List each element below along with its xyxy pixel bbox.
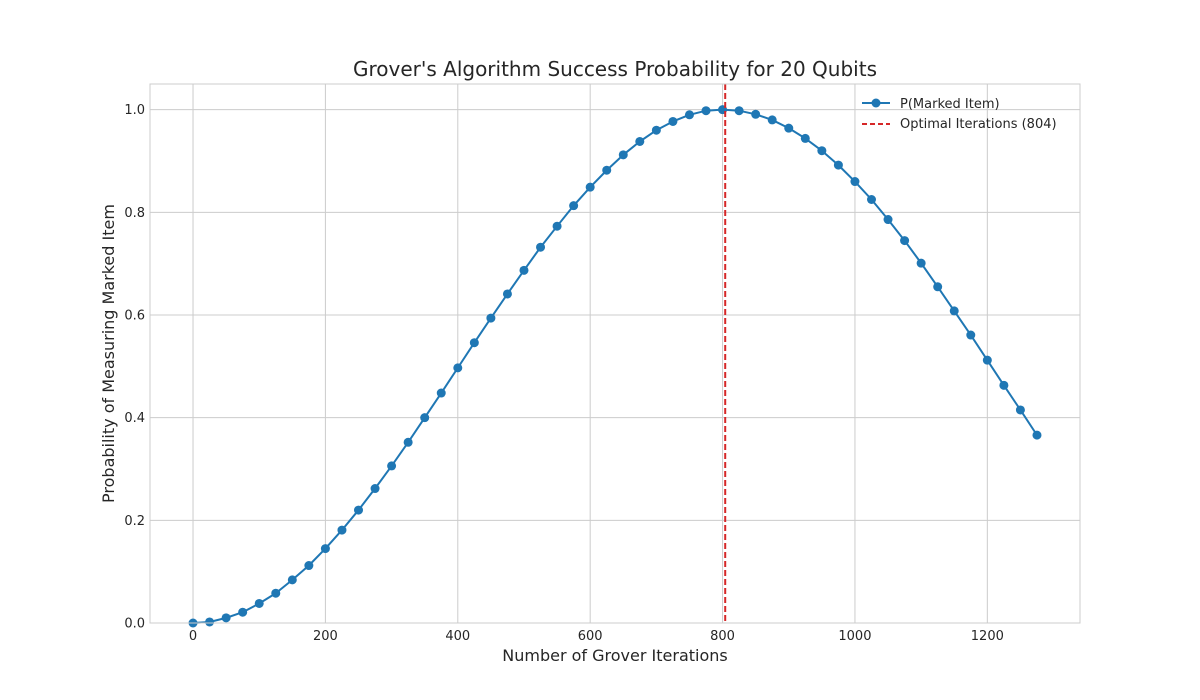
legend: P(Marked Item) Optimal Iterations (804)	[862, 97, 1057, 132]
data-point	[883, 215, 893, 225]
data-point	[618, 150, 628, 160]
data-point	[999, 380, 1009, 390]
y-tick-label: 1.0	[124, 103, 145, 118]
data-point	[668, 116, 678, 126]
data-point	[238, 607, 248, 617]
data-point	[420, 413, 430, 423]
legend-marker-series	[871, 98, 881, 108]
data-point	[569, 201, 579, 211]
data-point	[403, 437, 413, 447]
x-tick-label: 1000	[838, 629, 871, 644]
x-tick-label: 400	[445, 629, 470, 644]
data-point	[354, 505, 364, 515]
data-point	[304, 561, 314, 571]
legend-label-optimal: Optimal Iterations (804)	[900, 117, 1057, 132]
data-point	[585, 182, 595, 192]
data-point	[221, 613, 231, 623]
data-point	[800, 133, 810, 143]
data-point	[850, 177, 860, 187]
x-tick-label: 200	[313, 629, 338, 644]
data-point	[552, 221, 562, 231]
data-point	[436, 388, 446, 398]
data-point	[684, 110, 694, 120]
data-point	[734, 106, 744, 116]
series-line	[192, 108, 1038, 624]
y-tick-label: 0.0	[124, 617, 145, 632]
data-point	[817, 146, 827, 156]
data-point	[933, 282, 943, 292]
data-point	[1015, 405, 1025, 415]
data-point	[254, 598, 264, 608]
legend-label-series: P(Marked Item)	[900, 97, 1000, 112]
data-point	[651, 125, 661, 135]
data-point	[701, 106, 711, 116]
data-point	[387, 461, 397, 471]
data-point	[966, 330, 976, 340]
data-point	[320, 544, 330, 554]
x-tick-label: 800	[710, 629, 735, 644]
y-tick-label: 0.6	[124, 309, 145, 324]
data-point	[949, 306, 959, 316]
x-tick-label: 0	[189, 629, 197, 644]
data-point	[866, 195, 876, 204]
data-point	[635, 136, 645, 146]
data-point	[982, 355, 992, 365]
grid	[150, 84, 1080, 624]
data-point	[271, 588, 281, 598]
data-point	[337, 525, 347, 535]
chart-title: Grover's Algorithm Success Probability f…	[353, 57, 877, 81]
y-tick-label: 0.2	[124, 514, 145, 529]
data-point	[536, 242, 546, 252]
data-point	[784, 123, 794, 133]
data-point	[519, 265, 529, 275]
x-axis-label: Number of Grover Iterations	[502, 646, 727, 665]
tick-labels: 0 200 400 600 800 1000 1200 0.0 0.2 0.4 0.6 0.8 1.0	[124, 103, 1004, 644]
plot-area	[188, 84, 1042, 628]
data-point	[1032, 430, 1042, 440]
data-point	[453, 363, 463, 373]
x-tick-label: 600	[578, 629, 603, 644]
data-point	[287, 575, 297, 585]
data-point	[502, 289, 512, 299]
data-point	[767, 115, 777, 125]
y-tick-label: 0.8	[124, 206, 145, 221]
y-tick-label: 0.4	[124, 411, 145, 426]
x-tick-label: 1200	[971, 629, 1004, 644]
data-point	[370, 484, 380, 494]
data-point	[751, 109, 761, 119]
plot-frame	[149, 83, 1081, 624]
y-axis-label: Probability of Measuring Marked Item	[99, 204, 118, 503]
data-point	[900, 236, 910, 246]
data-point	[602, 165, 612, 175]
data-point	[486, 313, 496, 323]
data-point	[916, 258, 926, 268]
data-point	[833, 160, 843, 170]
data-point	[205, 617, 215, 627]
data-point	[469, 338, 479, 348]
